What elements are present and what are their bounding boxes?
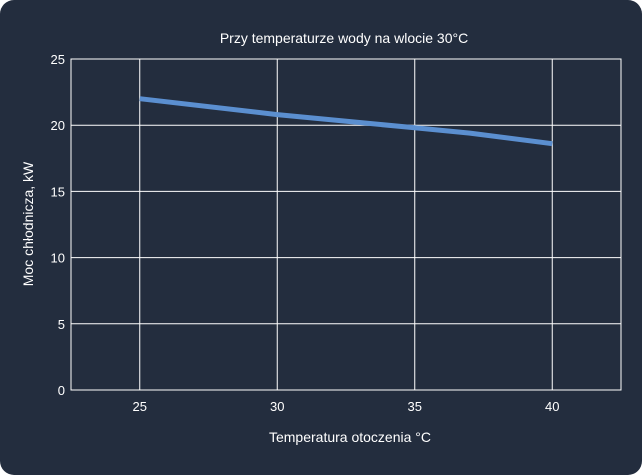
x-axis-label: Temperatura otoczenia °C: [269, 429, 431, 445]
y-tick-label: 20: [51, 118, 65, 133]
x-tick-label: 35: [408, 399, 422, 414]
x-tick-label: 30: [270, 399, 284, 414]
y-tick-label: 5: [58, 317, 65, 332]
y-tick-label: 10: [51, 251, 65, 266]
plot-area: [70, 58, 622, 391]
grid: [71, 59, 621, 390]
tick-labels: 0 5 10 15 20 25 25 30 35 40: [51, 52, 560, 414]
x-tick-label: 40: [545, 399, 559, 414]
y-tick-label: 0: [58, 383, 65, 398]
series-line: [139, 96, 553, 147]
series-layer: [139, 96, 553, 147]
y-tick-label: 15: [51, 184, 65, 199]
y-axis-label: Moc chłodnicza, kW: [20, 161, 36, 286]
y-tick-label: 25: [51, 52, 65, 67]
chart-title: Przy temperaturze wody na wlocie 30°C: [220, 30, 468, 46]
x-tick-label: 25: [133, 399, 147, 414]
